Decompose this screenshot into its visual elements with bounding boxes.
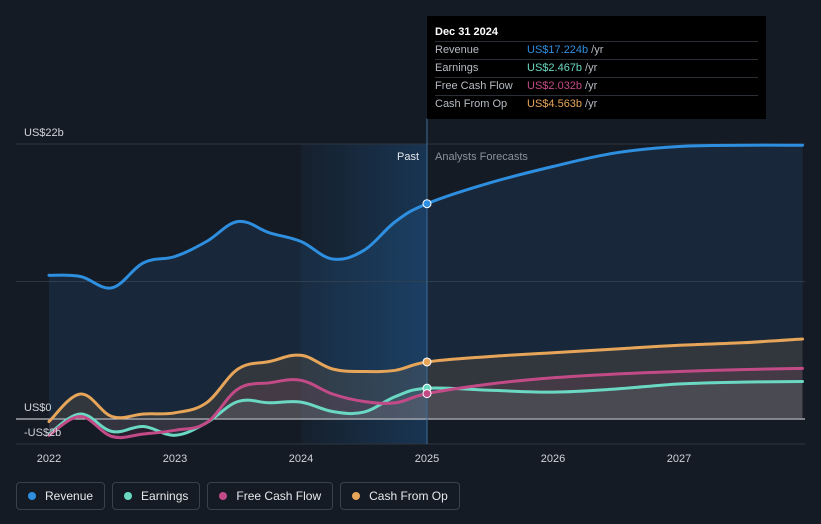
legend-item-cash-from-op[interactable]: Cash From Op (340, 482, 460, 510)
past-label: Past (397, 151, 419, 163)
legend-dot-icon (219, 492, 228, 500)
tooltip-date: Dec 31 2024 (435, 26, 498, 38)
chart: US$22b US$0 -US$2b Past Analysts Forecas… (16, 118, 805, 465)
cash-from-op-line (47, 337, 804, 423)
tooltip-row-revenue: Revenue US$17.224b /yr (435, 41, 758, 59)
tooltip-value: US$2.032b (527, 80, 583, 92)
tooltip-label: Revenue (435, 44, 480, 56)
x-tick-label: 2023 (163, 453, 187, 465)
tooltip-row-cash-from-op: Cash From Op US$4.563b /yr (435, 95, 758, 113)
cash-from-op-marker (422, 357, 432, 367)
tooltip-value: US$2.467b (527, 62, 583, 74)
x-axis-ticks: 2022 2023 2024 2025 2026 2027 (37, 453, 691, 465)
tooltip: Dec 31 2024 Revenue US$17.224b /yr Earni… (427, 16, 766, 119)
free-cash-flow-area (49, 368, 803, 438)
legend: Revenue Earnings Free Cash Flow Cash Fro… (16, 482, 460, 512)
legend-dot-icon (28, 492, 36, 500)
y-label-top: US$22b (24, 127, 64, 139)
legend-item-earnings[interactable]: Earnings (112, 482, 201, 510)
free-cash-flow-line (47, 366, 804, 440)
tooltip-label: Cash From Op (435, 98, 508, 110)
revenue-marker (422, 199, 432, 209)
x-tick-label: 2025 (415, 453, 439, 465)
y-label-negative: -US$2b (24, 427, 61, 439)
x-tick-label: 2026 (541, 453, 565, 465)
x-tick-label: 2027 (667, 453, 691, 465)
legend-dot-icon (352, 492, 361, 500)
tooltip-unit: /yr (585, 80, 598, 92)
legend-label: Revenue (45, 489, 94, 503)
legend-label: Free Cash Flow (236, 489, 322, 503)
legend-item-revenue[interactable]: Revenue (16, 482, 106, 510)
tooltip-value: US$4.563b (527, 98, 583, 110)
legend-label: Earnings (141, 489, 189, 503)
tooltip-row-free-cash-flow: Free Cash Flow US$2.032b /yr (435, 77, 758, 95)
legend-item-free-cash-flow[interactable]: Free Cash Flow (207, 482, 334, 510)
tooltip-unit: /yr (591, 44, 604, 56)
tooltip-unit: /yr (585, 62, 598, 74)
x-tick-label: 2022 (37, 453, 61, 465)
tooltip-label: Earnings (435, 62, 479, 74)
gridlines (16, 143, 805, 445)
legend-label: Cash From Op (369, 489, 448, 503)
legend-dot-icon (124, 492, 133, 500)
earnings-area (49, 381, 803, 436)
tooltip-unit: /yr (585, 98, 598, 110)
past-band (301, 144, 427, 444)
forecast-label: Analysts Forecasts (435, 151, 528, 163)
tooltip-value: US$17.224b (527, 44, 589, 56)
earnings-line (47, 380, 804, 437)
x-tick-label: 2024 (289, 453, 313, 465)
free-cash-flow-marker (422, 389, 432, 399)
series-lines (47, 143, 804, 440)
revenue-line (47, 143, 804, 290)
hover-markers (422, 199, 432, 399)
tooltip-row-earnings: Earnings US$2.467b /yr (435, 59, 758, 77)
y-label-zero: US$0 (24, 402, 52, 414)
tooltip-label: Free Cash Flow (435, 80, 513, 92)
